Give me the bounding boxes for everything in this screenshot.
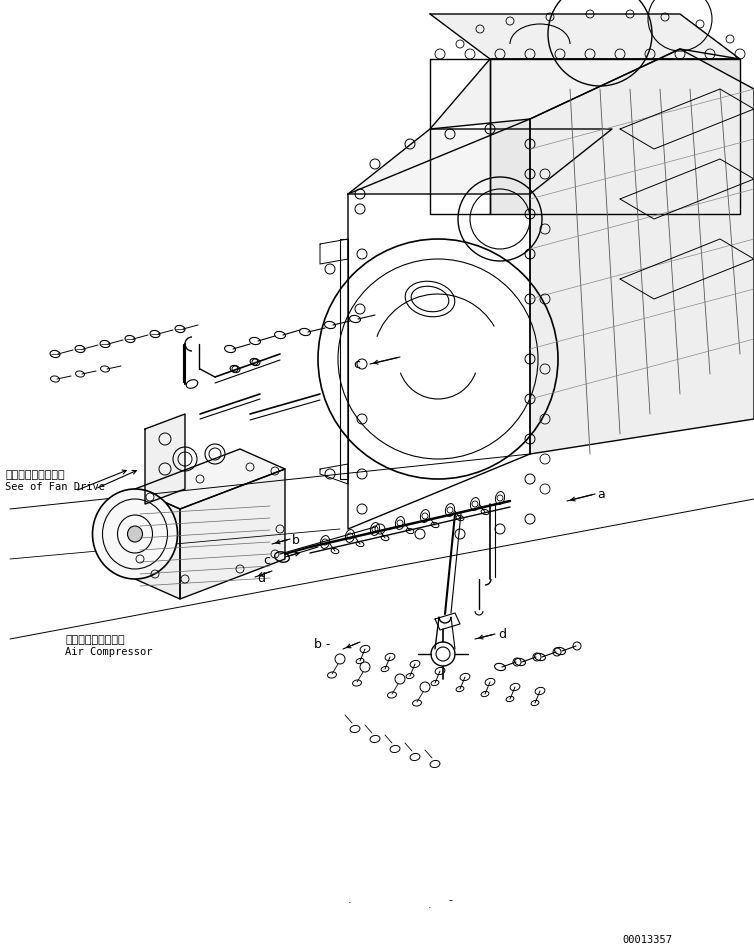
- Text: c: c: [353, 358, 360, 371]
- Text: a: a: [597, 488, 605, 501]
- Text: d: d: [257, 571, 265, 584]
- Polygon shape: [430, 50, 740, 129]
- Text: b: b: [292, 533, 300, 545]
- Polygon shape: [530, 50, 754, 454]
- Text: 00013357: 00013357: [622, 934, 672, 944]
- Text: d: d: [498, 627, 506, 641]
- Polygon shape: [430, 15, 740, 60]
- Ellipse shape: [93, 489, 177, 580]
- Text: b -: b -: [314, 638, 330, 651]
- Polygon shape: [490, 60, 740, 215]
- Text: .: .: [348, 894, 352, 904]
- Text: -: -: [448, 894, 452, 904]
- Polygon shape: [180, 469, 285, 600]
- Polygon shape: [348, 129, 612, 195]
- Polygon shape: [135, 449, 285, 509]
- Text: .: .: [428, 899, 432, 909]
- Ellipse shape: [127, 526, 143, 543]
- Polygon shape: [145, 414, 185, 505]
- Text: エアーコンプレッサ: エアーコンプレッサ: [65, 634, 124, 645]
- Text: Air Compressor: Air Compressor: [65, 646, 152, 656]
- Text: ファンドライブ参照: ファンドライブ参照: [5, 469, 65, 480]
- Text: See of Fan Drive: See of Fan Drive: [5, 482, 105, 491]
- Polygon shape: [135, 489, 180, 600]
- Text: c: c: [263, 553, 270, 565]
